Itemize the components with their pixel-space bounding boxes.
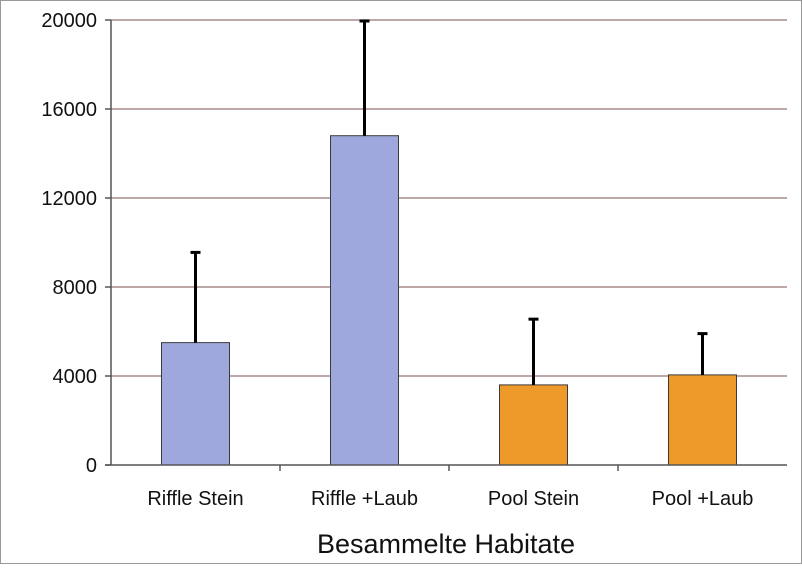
bars [161, 135, 737, 466]
x-tick-label: Riffle Stein [147, 488, 243, 510]
error-bars [190, 19, 708, 385]
x-tick-label: Pool +Laub [652, 488, 754, 510]
y-tick-label: 8000 [53, 277, 98, 299]
bar [330, 135, 399, 466]
x-axis-title: Besammelte Habitate [317, 529, 575, 559]
bar [161, 342, 230, 466]
bar [499, 384, 568, 466]
y-tick-label: 12000 [41, 188, 97, 210]
y-tick-label: 16000 [41, 99, 97, 121]
y-tick-label: 0 [86, 455, 97, 477]
y-tick-label: 20000 [41, 10, 97, 32]
x-tick-label: Riffle +Laub [311, 488, 418, 510]
x-tick-label: Pool Stein [488, 488, 579, 510]
y-tick-label: 4000 [53, 366, 98, 388]
labels: Riffle Stein Riffle +Laub Pool Stein Pool +… [41, 10, 753, 510]
bar [668, 374, 737, 466]
axes [105, 19, 787, 471]
